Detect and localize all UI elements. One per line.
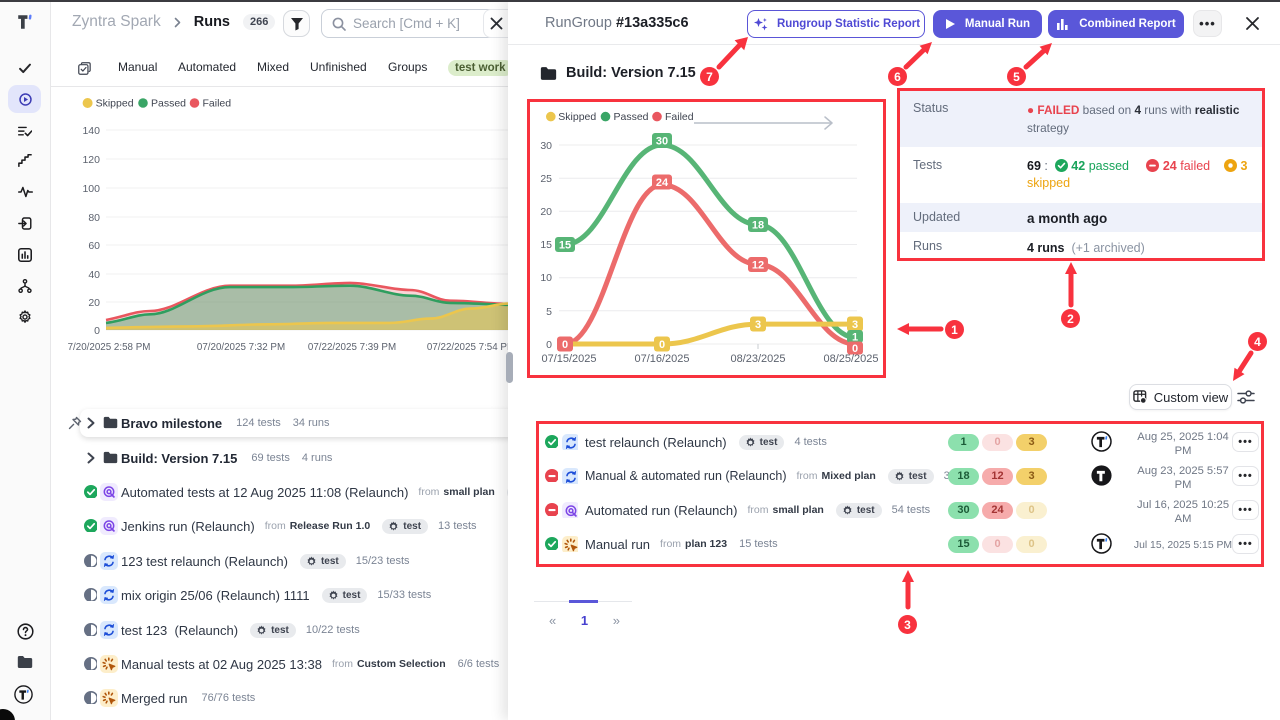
svg-text:10: 10 bbox=[540, 272, 552, 284]
svg-text:07/15/2025: 07/15/2025 bbox=[541, 353, 596, 365]
svg-text:0: 0 bbox=[852, 343, 858, 355]
svg-text:15: 15 bbox=[559, 240, 571, 252]
svg-text:5: 5 bbox=[546, 306, 552, 318]
svg-text:120: 120 bbox=[82, 154, 100, 166]
svg-text:Failed: Failed bbox=[203, 98, 232, 110]
svg-text:0: 0 bbox=[546, 339, 552, 351]
svg-text:30: 30 bbox=[656, 136, 668, 148]
svg-text:Skipped: Skipped bbox=[96, 98, 134, 110]
svg-text:07/16/2025: 07/16/2025 bbox=[634, 353, 689, 365]
svg-text:12: 12 bbox=[752, 260, 764, 272]
svg-text:18: 18 bbox=[752, 220, 764, 232]
svg-text:07/20/2025 7:32 PM: 07/20/2025 7:32 PM bbox=[197, 342, 285, 353]
svg-text:100: 100 bbox=[82, 183, 100, 195]
svg-text:3: 3 bbox=[852, 319, 858, 331]
svg-text:60: 60 bbox=[88, 240, 100, 252]
svg-text:80: 80 bbox=[88, 212, 100, 224]
svg-text:20: 20 bbox=[540, 206, 552, 218]
svg-text:24: 24 bbox=[656, 177, 669, 189]
svg-text:15: 15 bbox=[540, 239, 552, 251]
svg-text:3: 3 bbox=[755, 319, 761, 331]
svg-text:Passed: Passed bbox=[614, 111, 649, 123]
svg-text:1: 1 bbox=[852, 332, 858, 344]
svg-text:140: 140 bbox=[82, 125, 100, 137]
svg-text:7/20/2025 2:58 PM: 7/20/2025 2:58 PM bbox=[68, 342, 151, 353]
svg-text:40: 40 bbox=[88, 269, 100, 281]
svg-text:0: 0 bbox=[562, 339, 568, 351]
svg-text:07/22/2025 7:39 PM: 07/22/2025 7:39 PM bbox=[308, 342, 396, 353]
svg-text:Failed: Failed bbox=[665, 111, 694, 123]
svg-text:08/23/2025: 08/23/2025 bbox=[730, 353, 785, 365]
svg-text:08/25/2025: 08/25/2025 bbox=[823, 353, 878, 365]
svg-text:0: 0 bbox=[659, 339, 665, 351]
svg-text:07/22/2025 7:54 PM: 07/22/2025 7:54 PM bbox=[427, 342, 512, 353]
svg-text:25: 25 bbox=[540, 173, 552, 185]
svg-text:30: 30 bbox=[540, 140, 552, 152]
svg-text:20: 20 bbox=[88, 297, 100, 309]
svg-text:Passed: Passed bbox=[151, 98, 186, 110]
svg-text:0: 0 bbox=[94, 325, 100, 337]
svg-text:Skipped: Skipped bbox=[558, 111, 596, 123]
